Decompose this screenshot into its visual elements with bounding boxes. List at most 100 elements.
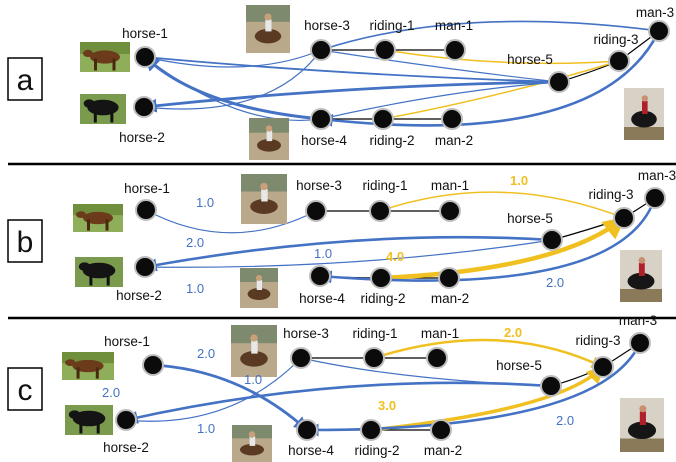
edges [124, 338, 642, 437]
edge-weight-label: 1.0 [244, 372, 262, 387]
node-label-horse-3: horse-3 [304, 18, 350, 33]
horse-black-image [65, 405, 113, 435]
edge-weight-label: 2.0 [556, 413, 574, 428]
node-horse-2 [115, 409, 137, 431]
node-label-horse-2: horse-2 [116, 288, 162, 303]
panel-b-graph: horse-1 horse-2 horse-3 horse-4 horse-5 ridin… [73, 168, 676, 308]
node-label-riding-3: riding-3 [593, 32, 638, 47]
edge-weight-label: 2.0 [186, 235, 204, 250]
edge-horse-1-horse-3 [145, 209, 317, 234]
edge-riding-1-riding-3 [379, 191, 625, 220]
nodes: horse-1 horse-2 horse-3 horse-4 horse-5 ridin… [103, 313, 657, 458]
rodeo-2-image [240, 268, 278, 308]
panel-a-letter: a [17, 64, 34, 97]
horse-brown-image [80, 42, 130, 72]
node-man-2 [438, 267, 460, 289]
edge-weight-label: 2.0 [504, 325, 522, 340]
node-riding-2 [372, 108, 394, 130]
panel-c-graph: horse-1 horse-2 horse-3 horse-4 horse-5 ridin… [62, 313, 664, 462]
rider-image [624, 88, 664, 140]
node-label-man-3: man-3 [619, 313, 657, 328]
node-label-horse-1: horse-1 [124, 181, 170, 196]
horse-brown-image [62, 352, 114, 380]
node-man-3 [629, 332, 651, 354]
rodeo-2-image [232, 425, 272, 462]
node-riding-1 [374, 39, 396, 61]
node-label-man-2: man-2 [435, 133, 473, 148]
edge-weight-label: 2.0 [546, 275, 564, 290]
edge-horse-3-horse-1 [144, 49, 322, 68]
node-label-riding-2: riding-2 [354, 443, 399, 458]
edge-riding-1-riding-3 [384, 49, 620, 66]
edges [142, 20, 661, 127]
node-horse-5 [540, 375, 562, 397]
node-man-2 [441, 108, 463, 130]
images [73, 174, 662, 308]
edge-riding-2-riding-3 [380, 216, 626, 281]
rodeo-1-image [246, 5, 290, 53]
edge-weight-label: 1.0 [196, 195, 214, 210]
edge-riding-1-riding-3 [373, 338, 605, 369]
edges [143, 191, 657, 284]
node-horse-3 [290, 347, 312, 369]
edge-horse-5-horse-1 [144, 53, 560, 83]
node-label-man-1: man-1 [431, 178, 469, 193]
node-label-horse-4: horse-4 [299, 291, 345, 306]
edge-weight-label: 1.0 [510, 173, 528, 188]
edge-horse-5-horse-2 [143, 235, 553, 272]
node-horse-4 [309, 265, 331, 287]
node-riding-3 [613, 207, 635, 229]
edge-horse-5-horse-3 [300, 356, 552, 387]
node-riding-1 [363, 347, 385, 369]
horse-brown-image [73, 204, 123, 232]
node-label-riding-1: riding-1 [362, 178, 407, 193]
node-horse-4 [296, 419, 318, 441]
node-riding-1 [369, 200, 391, 222]
node-horse-5 [541, 229, 563, 251]
panel-b-label-box: b [7, 219, 43, 263]
node-label-riding-2: riding-2 [369, 133, 414, 148]
node-label-horse-1: horse-1 [122, 26, 168, 41]
rider-image [620, 398, 664, 452]
node-label-riding-2: riding-2 [360, 291, 405, 306]
edge-horse-4-horse-5 [320, 79, 560, 120]
panel-b-letter: b [17, 226, 34, 259]
edge-weight-label: 1.0 [186, 281, 204, 296]
node-horse-2 [133, 96, 155, 118]
node-horse-4 [310, 108, 332, 130]
node-man-3 [644, 187, 666, 209]
node-label-horse-3: horse-3 [283, 326, 329, 341]
horse-black-image [75, 257, 123, 287]
node-horse-1 [134, 46, 156, 68]
edge-weight-label: 1.0 [314, 246, 332, 261]
edge-weight-label: 1.0 [197, 421, 215, 436]
node-horse-2 [134, 256, 156, 278]
edge-weight-label: 3.0 [378, 398, 396, 413]
node-label-man-1: man-1 [421, 326, 459, 341]
node-label-horse-5: horse-5 [507, 211, 553, 226]
edge-horse-3-horse-5 [320, 49, 560, 85]
panel-a-label-box: a [7, 57, 43, 101]
node-label-man-2: man-2 [424, 443, 462, 458]
node-label-man-1: man-1 [435, 18, 473, 33]
horse-black-image [80, 94, 126, 124]
node-horse-1 [142, 354, 164, 376]
node-label-horse-5: horse-5 [507, 52, 553, 67]
edge-man-3-horse-4 [318, 197, 657, 284]
node-label-horse-2: horse-2 [103, 440, 149, 455]
edge-horse-1-horse-4 [152, 363, 309, 432]
edge-horse-2-horse-3 [125, 357, 302, 422]
edge-weights: 2.0 2.0 1.0 2.0 1.0 3.0 2.0 [102, 325, 574, 436]
node-label-man-3: man-3 [638, 168, 676, 183]
node-label-riding-1: riding-1 [352, 326, 397, 341]
edge-man-3-horse-3 [320, 20, 660, 52]
edge-weight-label: 2.0 [102, 385, 120, 400]
node-horse-3 [310, 39, 332, 61]
edge-horse-5-horse-2 [142, 80, 560, 113]
node-label-horse-2: horse-2 [119, 130, 165, 145]
images [80, 5, 664, 160]
panel-c-label-box: c [7, 367, 43, 411]
node-riding-2 [370, 267, 392, 289]
images [62, 325, 664, 462]
panel-a-graph: horse-1 horse-2 horse-3 horse-4 horse-5 ridin… [80, 5, 674, 160]
